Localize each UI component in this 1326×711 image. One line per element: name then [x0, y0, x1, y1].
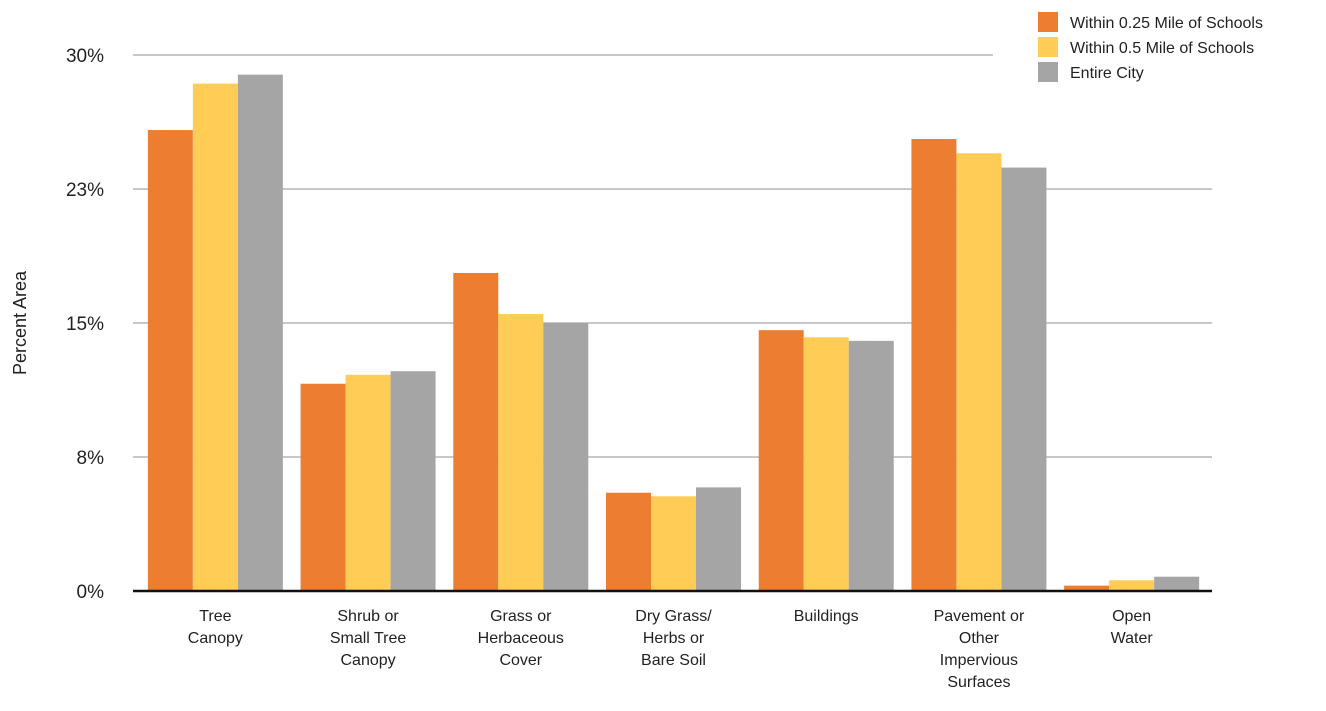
legend-label: Within 0.25 Mile of Schools — [1070, 15, 1263, 32]
bar-3-7 — [1154, 576, 1200, 591]
category-label-line: Tree — [199, 608, 231, 625]
category-label-line: Cover — [499, 652, 542, 669]
category-label-line: Herbs or — [643, 630, 705, 647]
category-label-line: Small Tree — [330, 630, 407, 647]
category-label-line: Canopy — [188, 630, 243, 647]
bar-1-5 — [758, 330, 804, 591]
bar-1-7 — [1064, 585, 1110, 591]
category-label-line: Dry Grass/ — [635, 608, 712, 625]
category-label-line: Water — [1111, 630, 1154, 647]
category-label: Tree Canopy — [188, 608, 243, 647]
bar-2-7 — [1109, 580, 1155, 591]
bar-1-6 — [911, 138, 957, 591]
category-label: Shrub or Small Tree Canopy — [330, 608, 407, 669]
y-tick-labels: 0% 8% 15% 23% 30% — [66, 46, 104, 603]
y-tick-label: 8% — [77, 448, 105, 469]
category-label: Grass or Herbaceous Cover — [478, 608, 564, 669]
bar-1-2 — [300, 383, 346, 591]
bar-3-1 — [237, 74, 283, 592]
category-label-line: Other — [959, 630, 1000, 647]
category-label-line: Surfaces — [947, 674, 1010, 691]
legend-swatch — [1038, 37, 1058, 57]
y-tick-label: 23% — [66, 180, 104, 201]
category-label: Buildings — [794, 608, 859, 625]
bar-1-4 — [606, 492, 651, 591]
legend: Within 0.25 Mile of Schools Within 0.5 Mi… — [1038, 12, 1263, 82]
y-tick-label: 15% — [66, 314, 104, 335]
legend-label: Within 0.5 Mile of Schools — [1070, 40, 1254, 57]
y-axis-title: Percent Area — [10, 270, 30, 375]
category-labels: Tree Canopy Shrub or Small Tree Canopy Grass … — [188, 608, 1154, 691]
bar-3-4 — [696, 487, 741, 591]
category-label-line: Shrub or — [337, 608, 399, 625]
category-label-line: Herbaceous — [478, 630, 564, 647]
category-label-line: Bare Soil — [641, 652, 706, 669]
bar-1-3 — [453, 272, 499, 591]
legend-swatch — [1038, 62, 1058, 82]
category-label-line: Grass or — [490, 608, 552, 625]
bar-2-6 — [956, 153, 1002, 591]
category-label-line: Pavement or — [934, 608, 1025, 625]
category-label-line: Open — [1112, 608, 1151, 625]
category-label-line: Canopy — [340, 652, 395, 669]
bar-2-5 — [803, 337, 849, 591]
bar-1-1 — [147, 130, 193, 592]
category-label-line: Impervious — [940, 652, 1018, 669]
bar-2-2 — [345, 374, 391, 591]
bar-2-1 — [192, 83, 238, 591]
legend-label: Entire City — [1070, 65, 1144, 82]
category-label: Pavement or Other Impervious Surfaces — [934, 608, 1025, 691]
y-tick-label: 30% — [66, 46, 104, 67]
y-tick-label: 0% — [77, 582, 105, 603]
category-label: Open Water — [1111, 608, 1154, 647]
bar-2-4 — [651, 496, 696, 591]
grid-lines — [133, 54, 1212, 458]
category-label: Dry Grass/Herbs or Bare Soil — [635, 608, 712, 669]
bars — [147, 74, 1200, 592]
bar-3-2 — [390, 371, 436, 591]
bar-3-3 — [543, 323, 589, 591]
bar-3-6 — [1001, 167, 1047, 591]
category-label-line: Buildings — [794, 608, 859, 625]
bar-2-3 — [498, 314, 544, 591]
legend-swatch — [1038, 12, 1058, 32]
bar-3-5 — [848, 340, 894, 591]
